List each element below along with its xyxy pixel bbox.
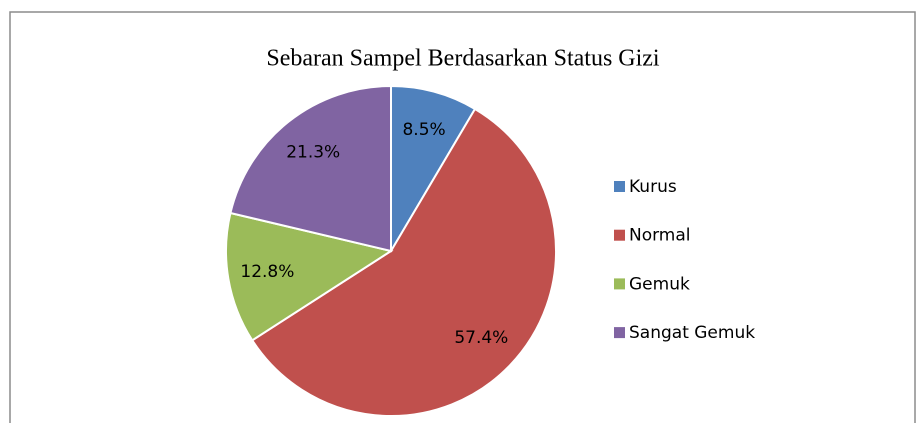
legend-swatch [614,278,625,290]
pie-slice [390,84,477,255]
pie-slice [225,211,394,342]
legend-swatch [614,229,625,241]
legend-label: Gemuk [629,274,690,294]
data-label: 21.3% [286,143,340,163]
data-label: 8.5% [402,120,445,140]
pie-slice [250,107,557,417]
chart-title: Sebaran Sampel Berdasarkan Status Gizi [266,46,660,72]
legend-label: Normal [629,226,691,246]
pie-slice [229,84,392,253]
legend-label: Kurus [629,177,677,197]
legend-swatch [614,181,625,192]
data-label: 12.8% [240,262,294,282]
legend-label: Sangat Gemuk [629,323,755,343]
legend-swatch [614,327,625,339]
data-label: 57.4% [454,328,508,348]
